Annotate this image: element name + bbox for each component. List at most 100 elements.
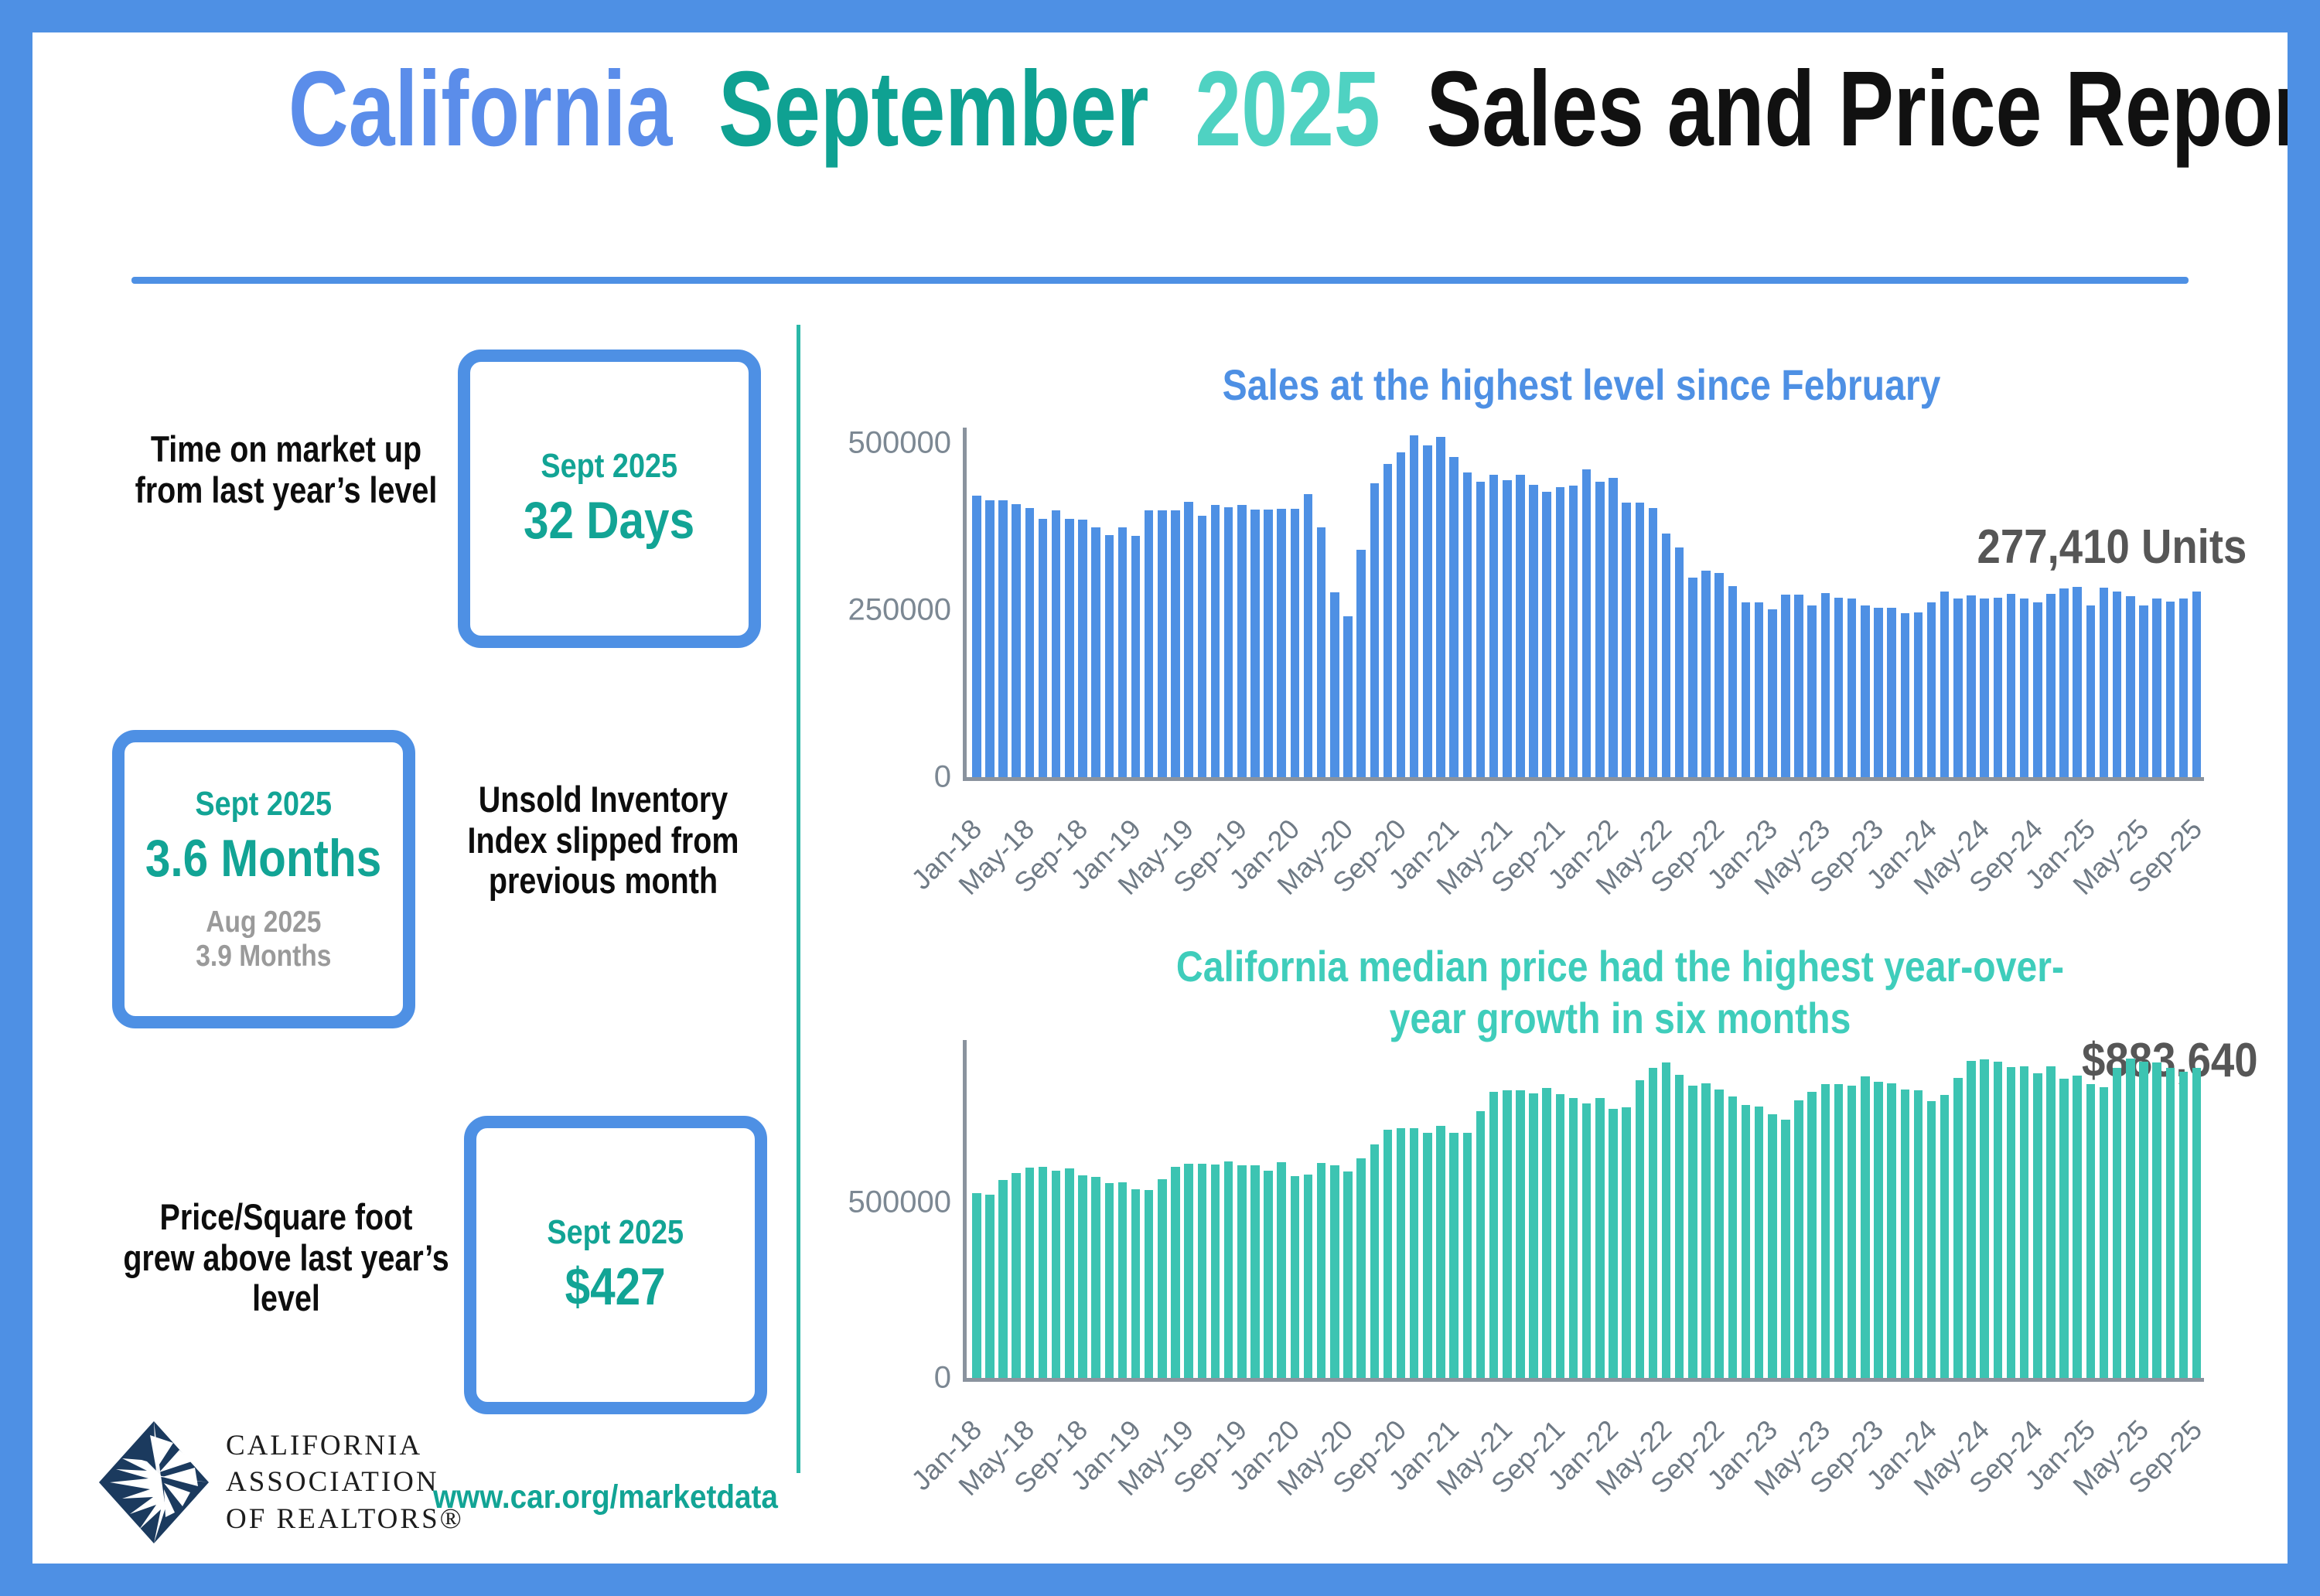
bar-Nov-23 [1900,1090,1909,1378]
bar-Aug-22 [1701,1083,1711,1378]
title-report: Sales and Price Report [1426,49,2320,169]
website-link[interactable]: www.car.org/marketdata [433,1478,778,1516]
car-logo: CALIFORNIA ASSOCIATION OF REALTORS® [99,1421,464,1543]
bar-Dec-18 [1117,527,1128,777]
price-chart-title-line2: year growth in six months [1389,994,1851,1043]
bar-Dec-21 [1595,1098,1605,1378]
page-title: California September 2025 Sales and Pric… [0,48,2320,171]
bar-May-19 [1184,502,1193,777]
bar-Sep-22 [1714,1090,1724,1378]
bar-Jul-22 [1688,578,1697,777]
bar-Jul-25 [2165,602,2175,777]
stat-time-on-market-label: Time on market up from last year’s level [135,428,438,510]
stat-box-value: 32 Days [524,491,695,550]
bar-Dec-20 [1436,1126,1445,1378]
bar-Mar-19 [1158,1179,1167,1378]
bar-Feb-21 [1462,472,1472,777]
bar-Apr-24 [1967,1061,1976,1378]
bar-Aug-23 [1861,1076,1870,1378]
stat-box-value: 3.6 Months [145,829,382,888]
bar-Sep-18 [1078,1175,1087,1378]
bar-Jun-23 [1834,1084,1844,1378]
stat-box-previous: Aug 2025 3.9 Months [196,905,331,973]
bar-Jan-21 [1449,1133,1459,1378]
bar-Feb-21 [1462,1133,1472,1378]
bar-Apr-22 [1648,1068,1658,1378]
bar-Jul-23 [1847,598,1857,777]
title-year: 2025 [1195,49,1380,169]
bar-Feb-18 [985,500,995,777]
bar-Feb-19 [1144,1190,1154,1378]
bar-Jun-21 [1516,475,1525,777]
bar-Apr-21 [1489,1092,1499,1378]
bar-Sep-23 [1874,1082,1883,1378]
bar-Sep-19 [1237,505,1247,777]
bar-Jun-25 [2152,1062,2161,1378]
bar-May-20 [1343,1171,1353,1378]
bar-Apr-21 [1489,475,1499,777]
bar-Mar-25 [2112,592,2122,777]
bar-Jan-22 [1609,478,1618,777]
bar-Aug-24 [2019,1066,2029,1378]
stat-box-period: Sept 2025 [547,1213,684,1251]
bar-Feb-19 [1144,510,1154,777]
bar-Sep-20 [1396,1128,1406,1378]
bar-May-21 [1503,480,1512,777]
bar-Dec-18 [1117,1182,1128,1378]
bar-Jun-21 [1516,1090,1525,1378]
bar-May-23 [1820,593,1830,777]
bar-Oct-18 [1091,1177,1100,1378]
bar-Apr-24 [1967,595,1976,777]
bar-Jun-20 [1356,1158,1366,1378]
bar-Dec-24 [2073,587,2082,777]
bar-Apr-18 [1012,504,1021,777]
bar-Dec-21 [1595,482,1605,777]
bar-May-22 [1661,1062,1671,1378]
bar-May-18 [1025,508,1035,777]
stat-box-period: Sept 2025 [195,785,333,824]
sales-chart-plot: 500000 250000 0 Jan-18 May-18 Sep-18 Jan-19 May… [848,426,2208,902]
bar-Aug-21 [1542,492,1551,777]
bar-Feb-25 [2099,588,2109,777]
bar-Jan-24 [1926,1101,1936,1378]
bar-May-20 [1343,616,1353,777]
bar-Jul-24 [2006,1067,2016,1378]
bar-Oct-20 [1409,1128,1419,1378]
bar-Aug-19 [1223,1161,1233,1378]
bar-Feb-23 [1781,595,1790,777]
bar-Jan-20 [1290,1176,1300,1378]
bar-May-21 [1503,1090,1512,1378]
bar-Nov-19 [1264,1171,1273,1378]
bar-Sep-21 [1555,487,1565,777]
bar-Jan-23 [1768,1114,1777,1378]
bar-Mar-23 [1794,595,1803,777]
bar-Jul-19 [1210,505,1220,777]
bar-Oct-21 [1568,486,1578,777]
bar-Jun-19 [1197,516,1207,777]
price-chart-plot: 500000 0 Jan-18 May-18 Sep-18 Jan-19 May-19 Sep… [848,1040,2208,1502]
bar-Sep-18 [1078,520,1087,777]
bar-Jan-19 [1131,1189,1141,1378]
bar-Aug-24 [2019,598,2029,777]
bar-Aug-18 [1065,519,1074,777]
bar-Apr-20 [1330,592,1339,777]
bar-Sep-22 [1714,573,1724,777]
title-california: California [288,49,673,169]
bar-Aug-19 [1223,507,1233,777]
bar-Mar-20 [1316,527,1326,777]
bar-Feb-22 [1622,1107,1631,1378]
bar-Dec-19 [1277,1162,1286,1378]
bar-Jul-21 [1529,485,1538,777]
bar-Mar-24 [1953,598,1963,777]
stat-price-sqft-label: Price/Square foot grew above last year’s… [123,1196,449,1319]
bar-Feb-22 [1622,503,1631,777]
bar-Jan-24 [1926,602,1936,777]
bar-Mar-21 [1476,1111,1486,1378]
sales-chart-title: Sales at the highest level since Februar… [1222,360,1941,409]
bar-Jan-21 [1449,457,1459,777]
bar-Jun-22 [1674,547,1684,777]
bar-May-24 [1980,598,1989,777]
bar-Apr-23 [1807,605,1817,777]
bar-Mar-18 [998,1180,1008,1378]
